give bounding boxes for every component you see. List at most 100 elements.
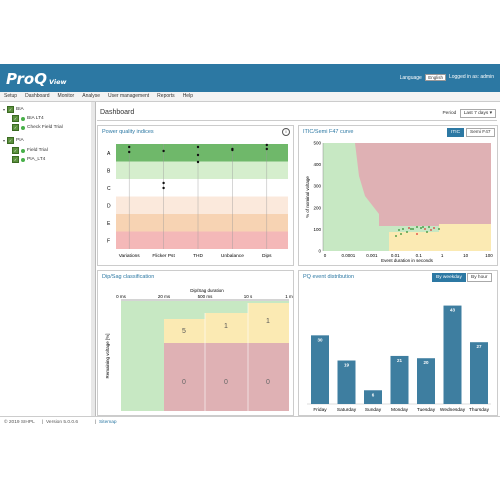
itic-y-tick: 500 bbox=[313, 141, 321, 146]
tree-node-bia-lt4[interactable]: ✓ BIA LT4 bbox=[12, 115, 44, 122]
itic-event-point[interactable] bbox=[424, 228, 426, 230]
itic-x-tick: 0 bbox=[324, 253, 327, 258]
pq-measurement-point[interactable] bbox=[162, 149, 165, 153]
itic-event-point[interactable] bbox=[433, 227, 435, 229]
menu-monitor[interactable]: Monitor bbox=[57, 93, 75, 99]
bar-friday[interactable] bbox=[311, 335, 329, 404]
period-select[interactable]: Last 7 days ▾ bbox=[459, 109, 496, 118]
bar-value-label: 20 bbox=[423, 360, 429, 365]
itic-event-point[interactable] bbox=[398, 229, 400, 231]
sidebar-splitter[interactable] bbox=[91, 102, 96, 416]
sitemap-link[interactable]: Sitemap bbox=[99, 420, 117, 425]
dipsag-duration-tick: 0 ms bbox=[116, 294, 127, 299]
dipsag-cell[interactable]: 1 bbox=[224, 323, 228, 330]
pq-measurement-point[interactable] bbox=[162, 186, 165, 190]
menu-dashboard[interactable]: Dashboard bbox=[25, 93, 50, 99]
bar-saturday[interactable] bbox=[337, 360, 356, 404]
itic-event-point[interactable] bbox=[402, 228, 404, 230]
itic-event-point[interactable] bbox=[420, 227, 422, 229]
checkbox-icon[interactable]: ✓ bbox=[12, 115, 19, 122]
tree-node-pia[interactable]: ▾ ✓ PIA bbox=[3, 137, 24, 144]
bar-wednesday[interactable] bbox=[443, 305, 462, 404]
itic-overvoltage-region bbox=[355, 143, 491, 226]
itic-event-point[interactable] bbox=[416, 226, 418, 228]
tab-by-weekday[interactable]: By weekday bbox=[432, 273, 466, 282]
checkbox-icon[interactable]: ✓ bbox=[7, 106, 14, 113]
itic-x-tick: 0.0001 bbox=[342, 253, 356, 258]
language-label: Language bbox=[399, 75, 422, 81]
bar-sunday[interactable] bbox=[364, 390, 382, 404]
menu-help[interactable]: Help bbox=[182, 93, 193, 99]
itic-event-point[interactable] bbox=[430, 229, 432, 231]
dipsag-cell[interactable]: 1 bbox=[266, 318, 270, 325]
status-dot-icon bbox=[21, 125, 25, 130]
pq-category-label: Variations bbox=[119, 253, 141, 259]
itic-event-point[interactable] bbox=[400, 233, 402, 235]
panel-title: Power quality indices bbox=[102, 129, 154, 135]
itic-event-point[interactable] bbox=[426, 231, 428, 233]
checkbox-icon[interactable]: ✓ bbox=[12, 156, 19, 163]
itic-event-point[interactable] bbox=[410, 228, 412, 230]
itic-y-tick: 300 bbox=[313, 184, 321, 189]
bar-thursday[interactable] bbox=[470, 342, 488, 404]
pq-band-e bbox=[116, 214, 288, 232]
tree-node-pia-lt4[interactable]: ✓ PIA_LT4 bbox=[12, 156, 46, 163]
dipsag-cell[interactable]: 0 bbox=[182, 379, 186, 386]
bar-category-label: Wednesday bbox=[440, 407, 466, 413]
tree-node-check-field-trial[interactable]: ✓ Check Field Trial bbox=[12, 124, 63, 131]
tree-node-field-trial[interactable]: ✓ Field Trial bbox=[12, 147, 48, 154]
pq-indices-chart: A B C D E F Variations Flicker Pst THD Unbalance D… bbox=[107, 143, 288, 259]
itic-event-point[interactable] bbox=[406, 231, 408, 233]
login-status[interactable]: Logged in as: admin bbox=[448, 74, 494, 80]
bar-category-label: Tuesday bbox=[417, 407, 436, 413]
checkbox-icon[interactable]: ✓ bbox=[12, 147, 19, 154]
pq-measurement-point[interactable] bbox=[128, 145, 131, 149]
pq-measurement-point[interactable] bbox=[196, 145, 200, 149]
footer-sep: | bbox=[95, 420, 97, 425]
itic-x-label: Event duration in seconds bbox=[381, 258, 434, 263]
bar-category-label: Saturday bbox=[337, 407, 357, 413]
itic-event-point[interactable] bbox=[416, 233, 418, 235]
tab-by-hour[interactable]: By hour bbox=[467, 273, 492, 282]
itic-event-point[interactable] bbox=[412, 228, 414, 230]
itic-x-tick: 0.01 bbox=[391, 253, 400, 258]
pq-measurement-point[interactable] bbox=[128, 150, 131, 154]
menu-setup[interactable]: Setup bbox=[4, 93, 18, 99]
collapse-icon[interactable]: ▾ bbox=[3, 138, 6, 143]
itic-event-point[interactable] bbox=[395, 235, 397, 237]
tree-node-bia[interactable]: ▾ ✓ BIA bbox=[3, 106, 24, 113]
bar-tuesday[interactable] bbox=[417, 358, 435, 404]
itic-y-tick: 100 bbox=[313, 227, 321, 232]
dipsag-cell[interactable]: 0 bbox=[224, 379, 228, 386]
dipsag-cell[interactable]: 5 bbox=[182, 328, 186, 335]
pq-measurement-point[interactable] bbox=[196, 153, 200, 157]
itic-x-tick: 0.001 bbox=[366, 253, 378, 258]
itic-event-point[interactable] bbox=[438, 228, 440, 230]
checkbox-icon[interactable]: ✓ bbox=[12, 124, 19, 131]
menu-analyse[interactable]: Analyse bbox=[82, 93, 101, 99]
tab-semi-f47[interactable]: Semi F47 bbox=[466, 128, 495, 137]
itic-undervoltage-region bbox=[389, 224, 491, 251]
itic-event-point[interactable] bbox=[408, 227, 410, 229]
checkbox-icon[interactable]: ✓ bbox=[7, 137, 14, 144]
collapse-icon[interactable]: ▾ bbox=[3, 107, 6, 112]
itic-event-point[interactable] bbox=[428, 226, 430, 228]
tab-itic[interactable]: ITIC bbox=[447, 128, 465, 137]
pq-measurement-point[interactable] bbox=[162, 181, 165, 185]
pq-measurement-point[interactable] bbox=[231, 147, 234, 151]
footer-version: | bbox=[42, 420, 44, 425]
bar-value-label: 43 bbox=[450, 308, 456, 313]
itic-event-point[interactable] bbox=[422, 226, 424, 228]
menu-reports[interactable]: Reports bbox=[157, 93, 175, 99]
menu-user-management[interactable]: User management bbox=[108, 93, 150, 99]
app-logo: ProQ View bbox=[6, 70, 67, 88]
dipsag-cell[interactable]: 0 bbox=[266, 379, 270, 386]
pq-measurement-point[interactable] bbox=[265, 147, 268, 151]
info-icon[interactable]: i bbox=[282, 128, 290, 136]
pq-measurement-point[interactable] bbox=[196, 160, 200, 164]
bar-monday[interactable] bbox=[390, 355, 409, 404]
language-select[interactable]: English bbox=[425, 74, 446, 81]
bar-category-label: Friday bbox=[313, 407, 327, 413]
pq-band-a bbox=[116, 144, 288, 162]
pq-measurement-point[interactable] bbox=[265, 143, 268, 147]
